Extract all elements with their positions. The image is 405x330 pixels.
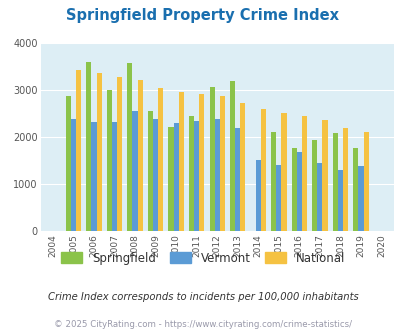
Bar (132, 111, 137, 231)
Bar (194, 121, 199, 231)
Bar (188, 116, 194, 231)
Bar (117, 77, 122, 231)
Bar (86, 62, 91, 231)
Bar (275, 165, 281, 231)
Bar (281, 114, 286, 231)
Bar (168, 127, 173, 231)
Bar (271, 132, 275, 231)
Bar (358, 166, 362, 231)
Bar (173, 123, 178, 231)
Bar (112, 122, 117, 231)
Bar (66, 96, 71, 231)
Bar (147, 111, 153, 231)
Bar (230, 81, 234, 231)
Bar (301, 116, 306, 231)
Bar (240, 103, 245, 231)
Bar (296, 152, 301, 231)
Bar (260, 109, 265, 231)
Bar (214, 118, 219, 231)
Text: Springfield Property Crime Index: Springfield Property Crime Index (66, 8, 339, 23)
Bar (199, 94, 204, 231)
Bar (219, 96, 224, 231)
Bar (311, 140, 317, 231)
Bar (71, 119, 76, 231)
Bar (352, 148, 358, 231)
Bar (291, 148, 296, 231)
Bar (255, 159, 260, 231)
Legend: Springfield, Vermont, National: Springfield, Vermont, National (56, 247, 349, 269)
Bar (178, 92, 183, 231)
Bar (96, 74, 101, 231)
Bar (158, 88, 163, 231)
Bar (127, 63, 132, 231)
Bar (91, 122, 96, 231)
Text: Crime Index corresponds to incidents per 100,000 inhabitants: Crime Index corresponds to incidents per… (47, 292, 358, 302)
Bar (107, 90, 112, 231)
Bar (209, 87, 214, 231)
Bar (76, 70, 81, 231)
Bar (322, 120, 327, 231)
Bar (234, 128, 240, 231)
Bar (362, 132, 368, 231)
Bar (137, 80, 143, 231)
Bar (342, 128, 347, 231)
Bar (317, 163, 322, 231)
Bar (337, 170, 342, 231)
Bar (332, 133, 337, 231)
Bar (153, 118, 158, 231)
Text: © 2025 CityRating.com - https://www.cityrating.com/crime-statistics/: © 2025 CityRating.com - https://www.city… (54, 320, 351, 329)
